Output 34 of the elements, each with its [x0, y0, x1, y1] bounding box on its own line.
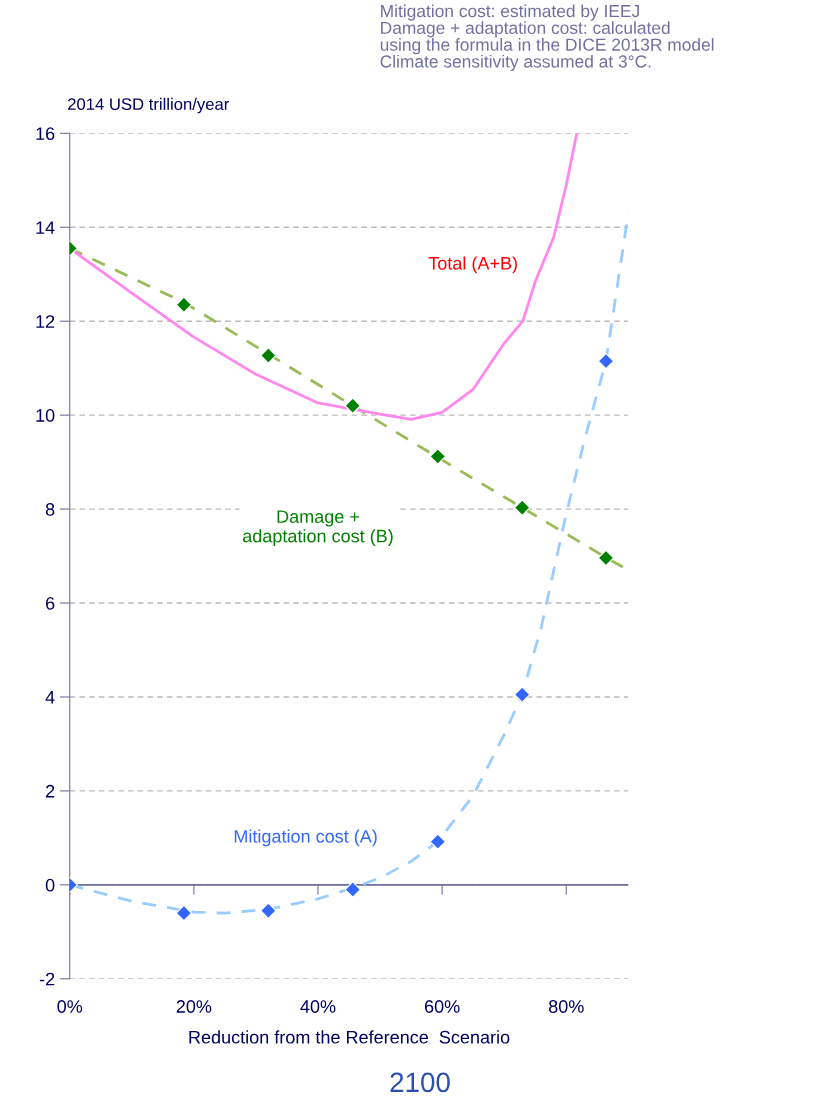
y-tick-label: 12 [36, 315, 55, 328]
text: Damage + adaptation cost (B) [242, 510, 393, 547]
y-axis-title: 2014 USD trillion/year [68, 97, 230, 114]
point [344, 397, 361, 414]
point [260, 347, 277, 364]
point [175, 904, 193, 922]
y-tick-label: 8 [45, 503, 55, 516]
point [260, 902, 277, 919]
y-tick-label: 6 [46, 596, 55, 610]
y-tick-label: 4 [45, 691, 55, 704]
y-tick-label: 16 [36, 127, 55, 141]
x-tick-label: 0% [57, 1000, 83, 1013]
x-axis-title: Reduction from the Reference Scenario [189, 1030, 510, 1044]
point [514, 686, 531, 703]
point [597, 549, 615, 567]
x-tick-label: 80% [548, 1000, 584, 1013]
x-tick-label: 20% [176, 1000, 212, 1013]
text: 2100 [390, 1072, 450, 1093]
y-tick-label: 0 [45, 878, 55, 892]
y-tick-label: -2 [39, 972, 55, 986]
point [429, 448, 446, 465]
point [175, 296, 193, 313]
point [597, 352, 615, 370]
y-tick-label: 2 [46, 784, 55, 798]
point [344, 881, 361, 898]
text: Mitigation cost: estimated by IEEJ Damage + adaptation cost: calculated using the formula in the DICE 2013R model Climate sensitivity assumed at 3°C. [380, 4, 714, 72]
y-tick-label: 14 [36, 221, 55, 234]
x-tick-label: 60% [424, 1000, 460, 1013]
text: Mitigation cost (A) [234, 829, 377, 847]
point [429, 833, 446, 850]
x-tick-label: 40% [300, 1000, 336, 1013]
y-tick-label: 10 [36, 409, 55, 422]
point [514, 499, 531, 516]
series-label: Total (A+B) [428, 256, 517, 274]
